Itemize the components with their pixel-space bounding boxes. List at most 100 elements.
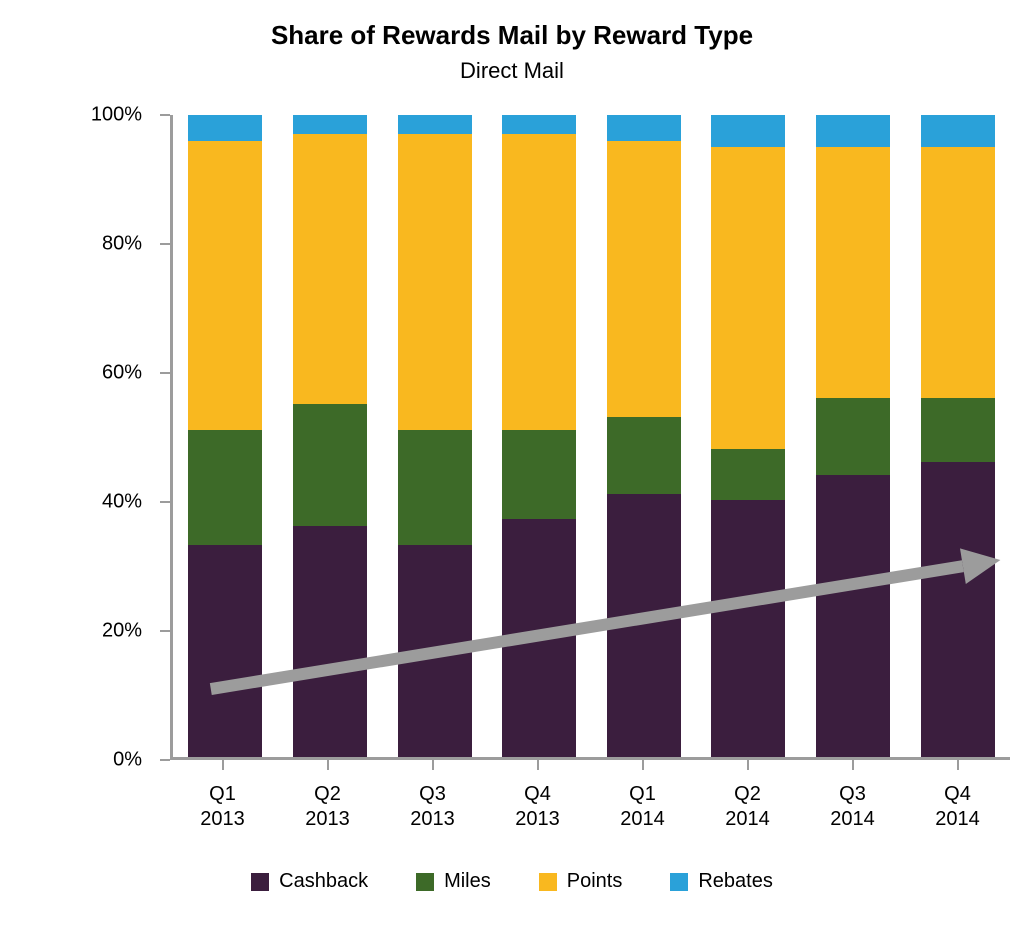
bar-segment-miles <box>293 404 367 526</box>
bar-segment-points <box>188 141 262 430</box>
legend-swatch <box>416 873 434 891</box>
bar-slot <box>905 115 1010 757</box>
legend-item-points: Points <box>539 870 623 893</box>
plot-area <box>170 115 1010 760</box>
stacked-bar <box>293 115 367 757</box>
stacked-bar <box>816 115 890 757</box>
stacked-bar <box>607 115 681 757</box>
x-tick-label: Q1 2013 <box>170 782 275 832</box>
stacked-bar <box>502 115 576 757</box>
bars-container <box>173 115 1010 757</box>
bar-slot <box>382 115 487 757</box>
y-tick-mark <box>160 372 170 374</box>
bar-segment-cashback <box>188 545 262 757</box>
bar-segment-cashback <box>398 545 472 757</box>
x-tick-line1: Q2 <box>734 783 761 805</box>
y-tick-label: 0% <box>0 749 142 772</box>
bar-slot <box>278 115 383 757</box>
x-tick-label: Q2 2013 <box>275 782 380 832</box>
bar-segment-points <box>816 147 890 397</box>
bar-segment-miles <box>607 417 681 494</box>
legend: Cashback Miles Points Rebates <box>0 870 1024 893</box>
legend-label: Miles <box>444 870 491 893</box>
x-tick-line2: 2013 <box>200 808 245 830</box>
x-tick-line1: Q2 <box>314 783 341 805</box>
x-tick-line1: Q4 <box>944 783 971 805</box>
x-tick-line2: 2014 <box>725 808 770 830</box>
x-tick-line1: Q4 <box>524 783 551 805</box>
y-tick-mark <box>160 759 170 761</box>
y-tick-label: 60% <box>0 362 142 385</box>
bar-segment-rebates <box>398 115 472 134</box>
bar-segment-rebates <box>607 115 681 141</box>
bar-segment-points <box>398 134 472 429</box>
bar-segment-miles <box>711 449 785 500</box>
rewards-share-chart: Share of Rewards Mail by Reward Type Dir… <box>0 0 1024 941</box>
x-tick-label: Q42013 <box>485 782 590 832</box>
legend-label: Points <box>567 870 623 893</box>
y-tick-label: 20% <box>0 620 142 643</box>
y-tick-label: 100% <box>0 104 142 127</box>
x-tick-label: Q2 2014 <box>695 782 800 832</box>
bar-slot <box>696 115 801 757</box>
x-tick-line2: 2013 <box>410 808 455 830</box>
bar-segment-cashback <box>607 494 681 757</box>
bar-slot <box>592 115 697 757</box>
bar-segment-miles <box>188 430 262 546</box>
bar-segment-points <box>293 134 367 404</box>
bar-segment-rebates <box>502 115 576 134</box>
y-tick-mark <box>160 630 170 632</box>
x-tick-line1: Q3 <box>419 783 446 805</box>
legend-swatch <box>539 873 557 891</box>
bar-segment-cashback <box>921 462 995 757</box>
y-tick-mark <box>160 243 170 245</box>
x-tick-mark <box>642 760 644 770</box>
x-tick-line2: 2013 <box>305 808 350 830</box>
bar-segment-points <box>921 147 995 397</box>
x-tick-line2: 2014 <box>830 808 875 830</box>
x-tick-label: Q3 2014 <box>800 782 905 832</box>
legend-label: Rebates <box>698 870 773 893</box>
legend-item-miles: Miles <box>416 870 491 893</box>
chart-title: Share of Rewards Mail by Reward Type <box>0 20 1024 51</box>
x-tick-label: Q4 2014 <box>905 782 1010 832</box>
stacked-bar <box>188 115 262 757</box>
legend-swatch <box>670 873 688 891</box>
x-tick-line1: Q3 <box>839 783 866 805</box>
bar-slot <box>487 115 592 757</box>
bar-segment-miles <box>502 430 576 520</box>
stacked-bar <box>921 115 995 757</box>
bar-segment-cashback <box>711 500 785 757</box>
y-tick-mark <box>160 114 170 116</box>
stacked-bar <box>398 115 472 757</box>
x-tick-line2: 2014 <box>935 808 980 830</box>
x-tick-label: Q1 2014 <box>590 782 695 832</box>
bar-segment-rebates <box>293 115 367 134</box>
bar-segment-cashback <box>816 475 890 757</box>
x-tick-line1: Q1 <box>209 783 236 805</box>
x-tick-mark <box>432 760 434 770</box>
bar-slot <box>801 115 906 757</box>
stacked-bar <box>711 115 785 757</box>
y-tick-label: 40% <box>0 491 142 514</box>
bar-segment-cashback <box>502 519 576 757</box>
x-tick-mark <box>957 760 959 770</box>
y-tick-mark <box>160 501 170 503</box>
bar-segment-miles <box>921 398 995 462</box>
x-tick-mark <box>537 760 539 770</box>
y-tick-label: 80% <box>0 233 142 256</box>
bar-segment-miles <box>816 398 890 475</box>
legend-label: Cashback <box>279 870 368 893</box>
chart-subtitle: Direct Mail <box>0 58 1024 84</box>
bar-segment-rebates <box>711 115 785 147</box>
legend-swatch <box>251 873 269 891</box>
x-tick-line1: Q1 <box>629 783 656 805</box>
x-tick-line2: 2014 <box>620 808 665 830</box>
x-tick-mark <box>747 760 749 770</box>
bar-segment-points <box>711 147 785 449</box>
bar-segment-points <box>607 141 681 417</box>
x-tick-mark <box>222 760 224 770</box>
bar-segment-miles <box>398 430 472 546</box>
legend-item-cashback: Cashback <box>251 870 368 893</box>
x-tick-mark <box>852 760 854 770</box>
